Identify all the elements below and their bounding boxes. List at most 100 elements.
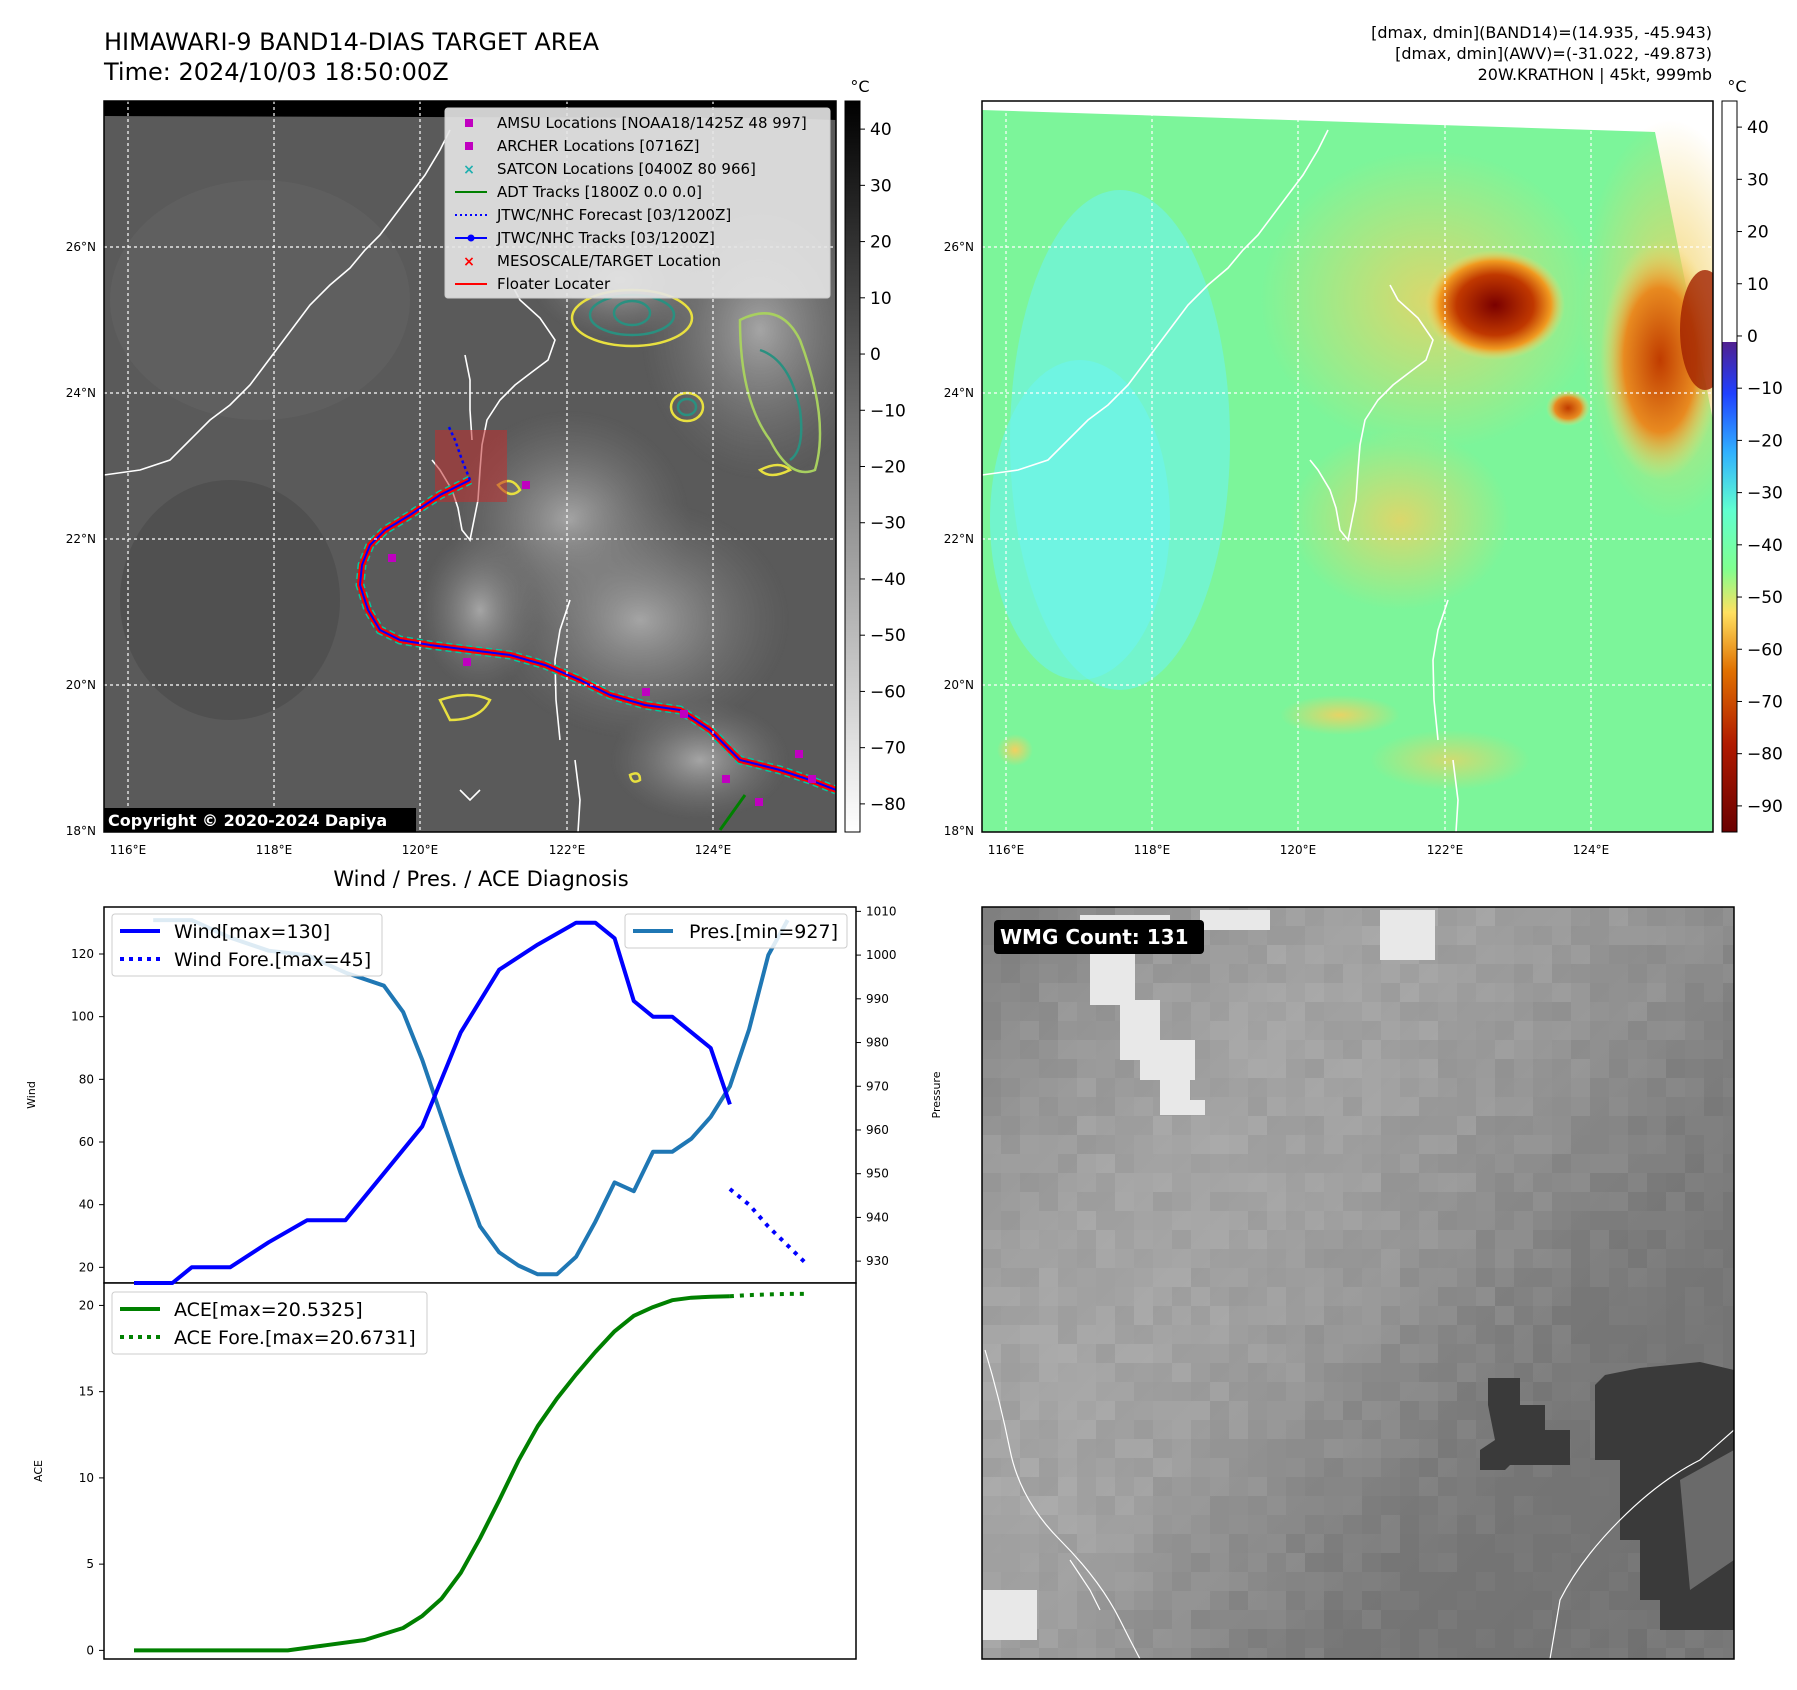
wmg-pixel	[1115, 1097, 1134, 1116]
wmg-pixel	[1229, 1629, 1248, 1648]
wmg-pixel	[1229, 1610, 1248, 1629]
wmg-pixel	[1248, 1420, 1267, 1439]
wmg-pixel	[1647, 1021, 1666, 1040]
wmg-pixel	[1476, 1648, 1495, 1659]
wmg-pixel	[1343, 1268, 1362, 1287]
colorbar-tick-label: −60	[870, 682, 906, 702]
wmg-pixel	[1590, 1249, 1609, 1268]
wmg-pixel	[1324, 1230, 1343, 1249]
wmg-pixel	[1438, 926, 1457, 945]
wmg-pixel	[1001, 1021, 1020, 1040]
wmg-pixel	[1381, 1040, 1400, 1059]
wmg-pixel	[1077, 1268, 1096, 1287]
wmg-pixel	[1020, 1230, 1039, 1249]
wmg-pixel	[1495, 1534, 1514, 1553]
wmg-pixel	[1153, 1553, 1172, 1572]
wmg-pixel	[1495, 1078, 1514, 1097]
wmg-pixel	[1305, 1553, 1324, 1572]
axis-tick-label: 120	[71, 947, 94, 961]
wmg-pixel	[1609, 1268, 1628, 1287]
wmg-pixel	[1514, 1325, 1533, 1344]
wmg-pixel	[1267, 1439, 1286, 1458]
wmg-pixel	[1058, 964, 1077, 983]
wmg-pixel	[1286, 1515, 1305, 1534]
wmg-pixel	[1552, 1078, 1571, 1097]
wmg-pixel	[1324, 1477, 1343, 1496]
wmg-pixel	[1457, 1553, 1476, 1572]
wmg-pixel	[1115, 1306, 1134, 1325]
wmg-pixel	[1305, 1629, 1324, 1648]
wmg-pixel	[1400, 1439, 1419, 1458]
wmg-pixel	[1324, 1534, 1343, 1553]
wmg-pixel	[1134, 1382, 1153, 1401]
wmg-pixel	[1533, 1477, 1552, 1496]
wmg-pixel	[1362, 1496, 1381, 1515]
wmg-pixel	[1210, 1477, 1229, 1496]
wmg-pixel	[1001, 1173, 1020, 1192]
wmg-pixel	[1419, 1515, 1438, 1534]
wmg-pixel	[1438, 1211, 1457, 1230]
wmg-pixel	[1039, 1154, 1058, 1173]
wmg-pixel	[1685, 1173, 1704, 1192]
wmg-pixel	[1362, 1591, 1381, 1610]
wmg-pixel	[1381, 1059, 1400, 1078]
wmg-pixel	[1210, 1249, 1229, 1268]
wmg-pixel	[982, 964, 1001, 983]
wmg-pixel	[1590, 1192, 1609, 1211]
wmg-pixel	[1419, 1401, 1438, 1420]
wmg-pixel	[1552, 1059, 1571, 1078]
wmg-pixel	[1343, 1116, 1362, 1135]
axis-tick-label: 15	[79, 1385, 94, 1399]
wmg-pixel	[1077, 1553, 1096, 1572]
wmg-pixel	[1476, 964, 1495, 983]
ir-colorbar-unit: °C	[850, 77, 869, 96]
wv-colorbar	[1721, 100, 1738, 833]
dmax-band14: [dmax, dmin](BAND14)=(14.935, -45.943)	[1371, 23, 1712, 42]
wmg-pixel	[1666, 1287, 1685, 1306]
wmg-pixel	[1514, 1211, 1533, 1230]
wmg-pixel	[1628, 1116, 1647, 1135]
wmg-pixel	[1115, 1268, 1134, 1287]
wmg-pixel	[1495, 1477, 1514, 1496]
wmg-pixel	[1647, 1078, 1666, 1097]
wmg-pixel	[1096, 1230, 1115, 1249]
wmg-pixel	[1134, 1192, 1153, 1211]
wmg-pixel	[1058, 1439, 1077, 1458]
wmg-pixel	[1514, 1572, 1533, 1591]
wmg-pixel	[1476, 1534, 1495, 1553]
wmg-pixel	[1077, 1078, 1096, 1097]
wmg-pixel	[1457, 1306, 1476, 1325]
wmg-pixel	[1533, 1040, 1552, 1059]
wmg-pixel	[1514, 1116, 1533, 1135]
wmg-pixel	[1609, 907, 1628, 926]
wmg-pixel	[1495, 1097, 1514, 1116]
wmg-pixel	[1172, 1515, 1191, 1534]
wmg-pixel	[1495, 1648, 1514, 1659]
wmg-pixel	[1571, 1249, 1590, 1268]
wmg-pixel	[1609, 1591, 1628, 1610]
lon-label: 116°E	[110, 843, 147, 857]
wmg-pixel	[1438, 1344, 1457, 1363]
wmg-pixel	[1362, 1002, 1381, 1021]
wmg-pixel	[1096, 1534, 1115, 1553]
wmg-pixel	[1343, 1648, 1362, 1659]
wmg-pixel	[1590, 1572, 1609, 1591]
wmg-pixel	[1419, 1382, 1438, 1401]
wmg-pixel	[1267, 1173, 1286, 1192]
wmg-pixel	[1153, 1401, 1172, 1420]
wmg-pixel	[1343, 1553, 1362, 1572]
wmg-pixel	[1400, 1040, 1419, 1059]
wmg-pixel	[1248, 1610, 1267, 1629]
wmg-pixel	[1229, 964, 1248, 983]
wmg-pixel	[1419, 1344, 1438, 1363]
wmg-pixel	[1096, 1344, 1115, 1363]
wmg-pixel	[1723, 1287, 1734, 1306]
wmg-pixel	[1609, 1211, 1628, 1230]
legend-label: JTWC/NHC Forecast [03/1200Z]	[496, 206, 731, 224]
wmg-pixel	[1191, 1553, 1210, 1572]
wmg-pixel	[1267, 1344, 1286, 1363]
wmg-pixel	[1305, 1420, 1324, 1439]
wmg-pixel	[1476, 1496, 1495, 1515]
wmg-pixel	[1685, 1116, 1704, 1135]
wmg-pixel	[982, 1648, 1001, 1659]
